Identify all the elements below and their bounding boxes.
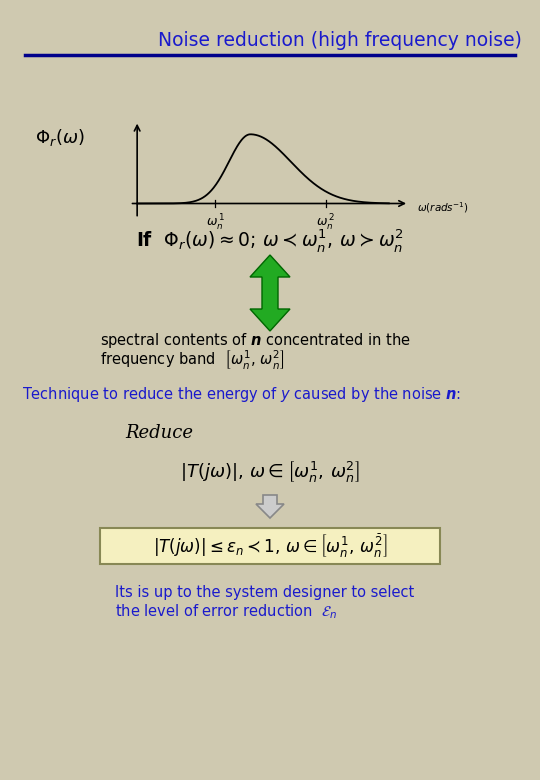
Text: the level of error reduction  $\mathcal{E}_n$: the level of error reduction $\mathcal{E… — [115, 603, 338, 622]
Text: $\Phi_r(\omega)$: $\Phi_r(\omega)$ — [35, 126, 85, 147]
Text: Reduce: Reduce — [125, 424, 193, 442]
Text: $\mathbf{If}\ \ \Phi_r(\omega)\approx 0;\,\omega\prec\omega_n^1,\,\omega\succ\om: $\mathbf{If}\ \ \Phi_r(\omega)\approx 0;… — [136, 226, 404, 254]
Text: $\omega_n^{\,2}$: $\omega_n^{\,2}$ — [316, 212, 335, 232]
Text: Its is up to the system designer to select: Its is up to the system designer to sele… — [115, 584, 414, 600]
Text: $\omega(rads^{-1})$: $\omega(rads^{-1})$ — [416, 200, 469, 215]
Bar — [100, 528, 440, 564]
Text: $|T(j\omega)|\leq\varepsilon_n\prec 1,\,\omega\in\left[\omega_n^1,\,\omega_n^{\b: $|T(j\omega)|\leq\varepsilon_n\prec 1,\,… — [153, 532, 387, 560]
Polygon shape — [256, 495, 284, 518]
Text: Technique to reduce the energy of $y$ caused by the noise $\boldsymbol{n}$:: Technique to reduce the energy of $y$ ca… — [22, 385, 461, 405]
Polygon shape — [250, 255, 290, 331]
Text: Noise reduction (high frequency noise): Noise reduction (high frequency noise) — [158, 30, 522, 49]
Text: $|T(j\omega)|,\,\omega\in\left[\omega_n^1,\,\omega_n^2\right]$: $|T(j\omega)|,\,\omega\in\left[\omega_n^… — [180, 459, 360, 484]
Text: frequency band  $\left[\omega_n^1,\,\omega_n^2\right]$: frequency band $\left[\omega_n^1,\,\omeg… — [100, 349, 285, 371]
Text: $\omega_n^{\,1}$: $\omega_n^{\,1}$ — [206, 212, 225, 232]
Text: spectral contents of $\boldsymbol{n}$ concentrated in the: spectral contents of $\boldsymbol{n}$ co… — [100, 331, 410, 349]
